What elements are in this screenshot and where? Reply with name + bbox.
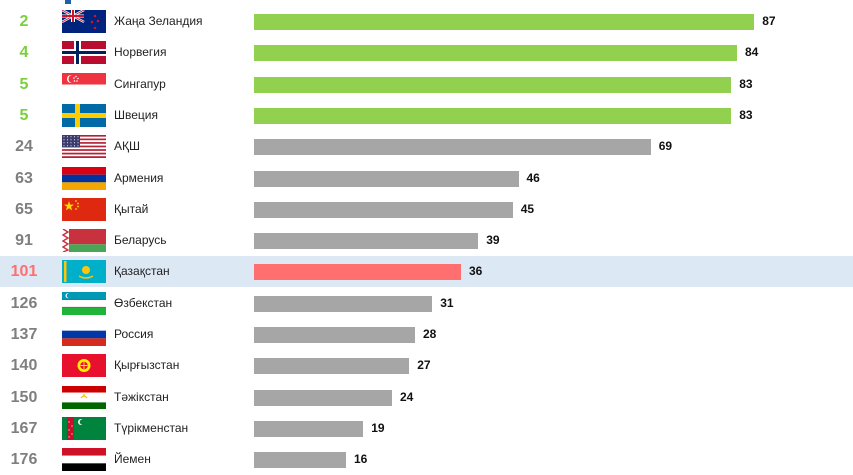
chart-bar [254,14,755,30]
kyrgyzstan-flag-icon [62,354,106,378]
top-marker [65,0,71,4]
chart-row: 65 Қытай 45 [0,194,853,225]
country-label: Россия [114,327,154,341]
rank-label: 63 [15,169,33,187]
chart-row: 4 Норвегия 84 [0,37,853,68]
singapore-flag-icon [62,72,106,96]
country-label: Қырғызстан [114,358,180,373]
country-label: АҚШ [114,139,140,154]
country-label: Қазақстан [114,264,170,279]
country-label: Тәжікстан [114,389,169,404]
chart-row: 150 Тәжікстан 24 [0,382,853,413]
chart-bar [254,295,433,312]
chart-bar [254,358,410,375]
uzbekistan-flag-icon [62,291,106,315]
sweden-flag-icon [62,103,106,127]
country-label: Беларусь [114,233,167,248]
country-label: Түрікменстан [114,420,189,435]
value-label: 84 [745,45,759,60]
rank-label: 126 [10,294,38,312]
rank-label: 101 [10,263,38,281]
rank-label: 2 [19,13,29,30]
turkmenistan-flag-icon [62,416,106,440]
usa-flag-icon [62,135,106,159]
country-label: Швеция [114,107,158,122]
chart-bar [254,201,513,218]
country-label: Қытай [114,201,149,216]
rank-label: 24 [15,138,33,156]
value-label: 83 [739,76,753,91]
chart-bar [254,327,415,343]
chart-bar [254,233,479,250]
chart-bar [254,170,519,187]
country-label: Жаңа Зеландия [114,14,203,28]
chart-row: 5 Сингапур 83 [0,69,853,100]
china-flag-icon [62,197,106,221]
rank-label: 4 [19,44,29,62]
chart-row: 24 АҚШ 69 [0,131,853,162]
value-label: 24 [400,389,414,404]
chart-bar [254,264,461,281]
yemen-flag-icon [62,448,106,472]
chart-bar [254,76,732,93]
belarus-flag-icon [62,229,106,253]
value-label: 87 [762,14,776,28]
rank-label: 167 [10,419,38,437]
value-label: 36 [469,264,483,279]
rank-label: 176 [10,451,38,469]
chart-row: 140 Қырғызстан 27 [0,350,853,381]
rank-label: 140 [10,357,38,375]
chart-row: 137 Россия 28 [0,319,853,350]
armenia-flag-icon [62,166,106,190]
value-label: 69 [658,139,673,154]
chart-row: 101 Қазақстан 36 [0,256,853,288]
rank-label: 91 [15,232,33,250]
chart-row: 176 Йемен 16 [0,444,853,475]
value-label: 19 [371,420,385,435]
chart-bar [254,139,651,156]
chart-row: 126 Өзбекстан 31 [0,288,853,319]
value-label: 46 [526,170,540,185]
value-label: 27 [417,358,431,373]
norway-flag-icon [62,41,106,65]
country-label: Норвегия [114,45,167,60]
value-label: 45 [520,201,535,216]
chart-row: 167 Түрікменстан 19 [0,413,853,444]
country-label: Өзбекстан [114,295,173,310]
chart-row: 91 Беларусь 39 [0,225,853,256]
value-label: 16 [354,452,368,467]
rank-label: 150 [10,388,38,406]
chart-bar [254,389,392,406]
value-label: 39 [486,233,500,248]
chart-bar [254,420,364,437]
chart-bar [254,452,346,469]
country-label: Йемен [114,452,151,467]
value-label: 28 [423,327,437,341]
chart-row: 63 Армения 46 [0,163,853,194]
value-label: 31 [440,295,454,310]
kazakhstan-flag-icon [62,260,106,284]
rank-label: 65 [15,200,33,218]
chart-row: 5 Швеция 83 [0,100,853,131]
chart-row: 2 Жаңа Зеландия 87 [0,6,853,37]
chart-bar [254,107,732,124]
rank-label: 137 [10,326,38,343]
value-label: 83 [739,107,753,122]
rank-label: 5 [19,106,29,124]
country-label: Сингапур [114,76,166,91]
russia-flag-icon [62,323,106,346]
country-label: Армения [114,170,164,185]
rank-label: 5 [19,75,29,93]
chart-bar [254,45,737,62]
new-zealand-flag-icon [62,10,106,33]
tajikistan-flag-icon [62,385,106,409]
